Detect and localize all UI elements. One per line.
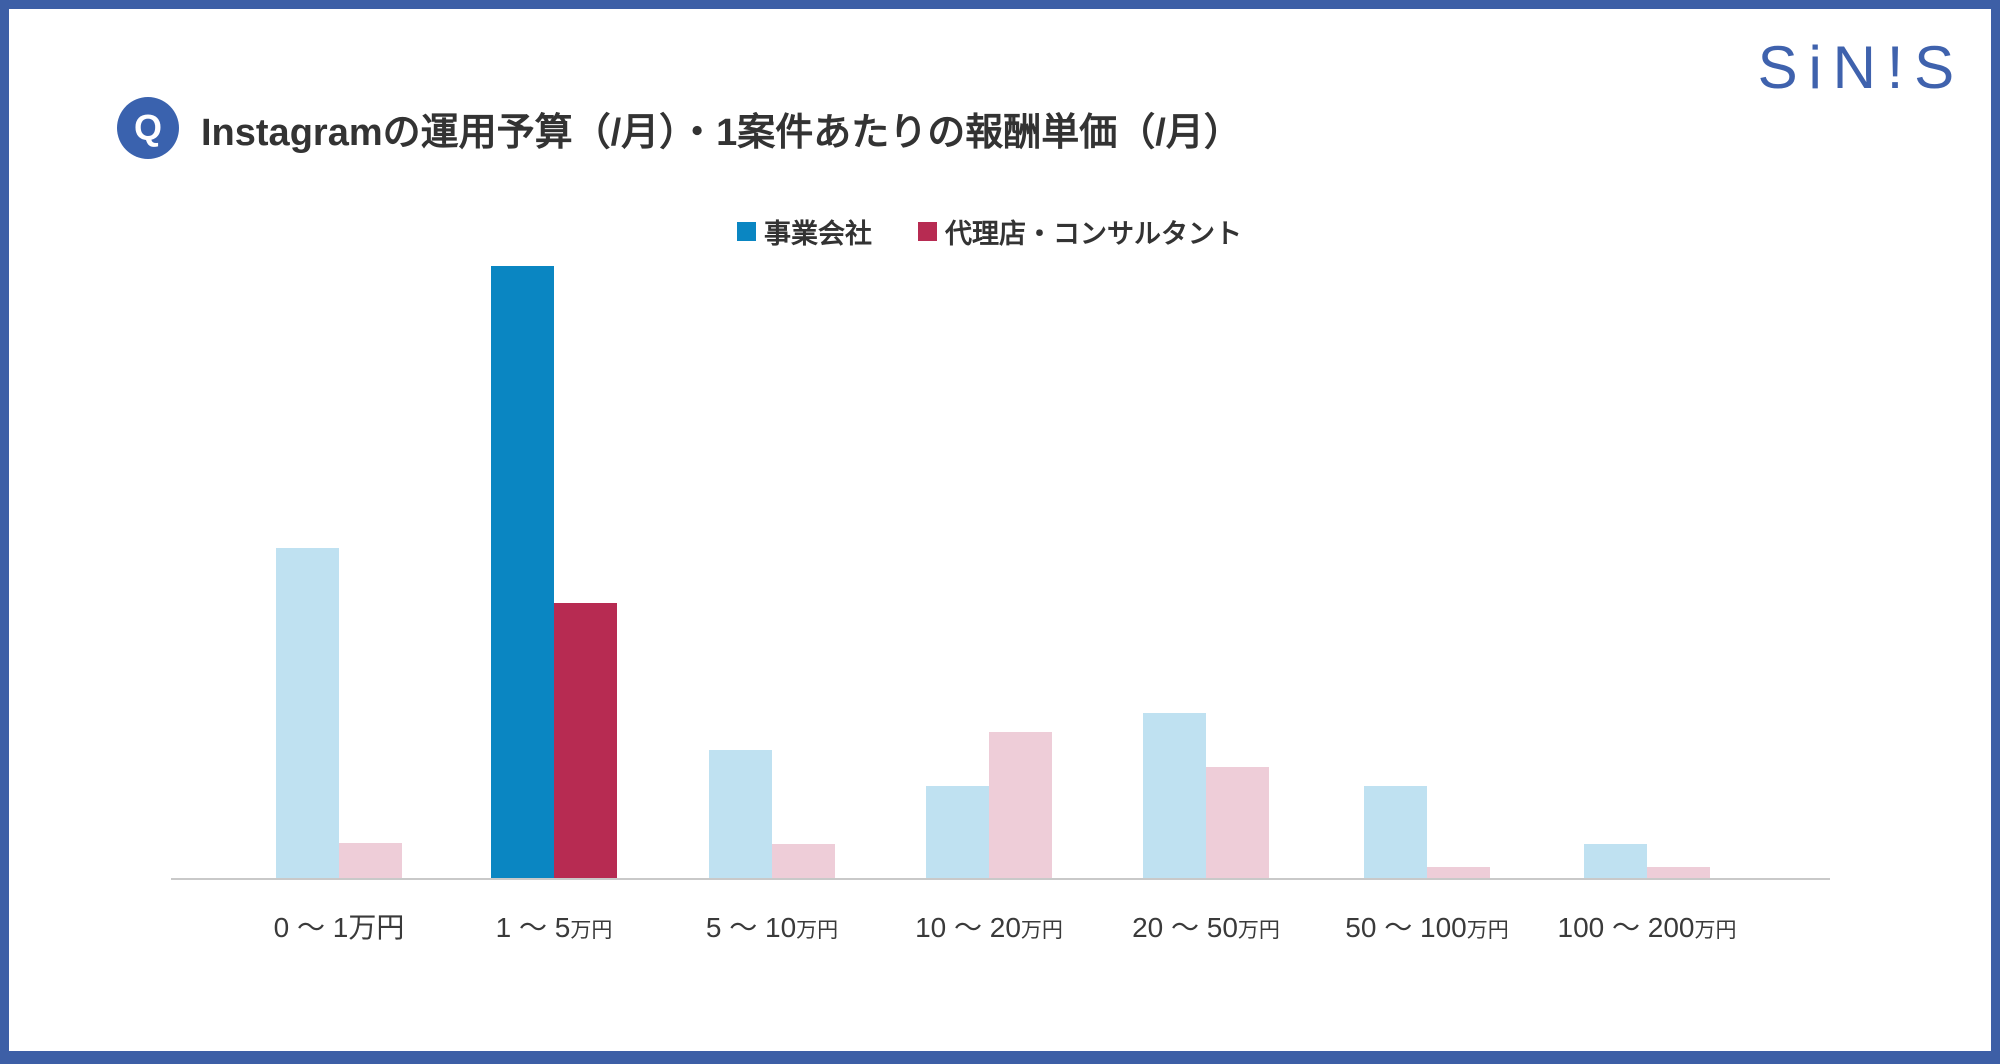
x-axis-label: 50 〜 100万円: [1345, 912, 1509, 943]
chart-legend: 事業会社 代理店・コンサルタント: [737, 212, 1242, 251]
bar-series1-cat3: [926, 786, 989, 878]
legend-item-2: 代理店・コンサルタント: [918, 212, 1242, 251]
legend-item-1: 事業会社: [737, 212, 872, 251]
legend-label: 事業会社: [764, 219, 872, 249]
bar-series1-cat4: [1143, 713, 1206, 878]
bar-series2-cat3: [989, 732, 1052, 878]
x-axis-label: 0 〜 1万円: [273, 912, 405, 943]
x-axis-label: 100 〜 200万円: [1557, 912, 1737, 943]
x-axis-label: 1 〜 5万円: [495, 912, 613, 943]
bar-series2-cat0: [339, 843, 402, 878]
legend-swatch: [918, 222, 937, 241]
x-axis-label: 5 〜 10万円: [705, 912, 839, 943]
legend-swatch: [737, 222, 756, 241]
x-axis-line: [171, 878, 1830, 880]
title-row: Q Instagramの運用予算（/月）・1案件あたりの報酬単価（/月）: [117, 97, 1242, 159]
x-axis-label: 20 〜 50万円: [1132, 912, 1280, 943]
bar-series1-cat2: [709, 750, 772, 878]
bar-series2-cat2: [772, 844, 835, 878]
bar-series2-cat5: [1427, 867, 1490, 878]
bar-series1-cat1: [491, 266, 554, 878]
question-badge: Q: [117, 97, 179, 159]
sinis-logo: SiN!S: [1757, 34, 1965, 101]
bar-chart: 0 〜 1万円 1 〜 5万円 5 〜 10万円 10 〜 20万円 20 〜 50万円…: [9, 9, 1991, 1051]
x-axis-label: 10 〜 20万円: [915, 912, 1063, 943]
bar-series2-cat6: [1647, 867, 1710, 878]
bar-series2-cat4: [1206, 767, 1269, 878]
page-title: Instagramの運用予算（/月）・1案件あたりの報酬単価（/月）: [201, 111, 1242, 154]
bar-series2-cat1: [554, 603, 617, 878]
bar-series1-cat5: [1364, 786, 1427, 878]
legend-label: 代理店・コンサルタント: [945, 219, 1242, 249]
bar-series1-cat6: [1584, 844, 1647, 878]
bar-series1-cat0: [276, 548, 339, 878]
